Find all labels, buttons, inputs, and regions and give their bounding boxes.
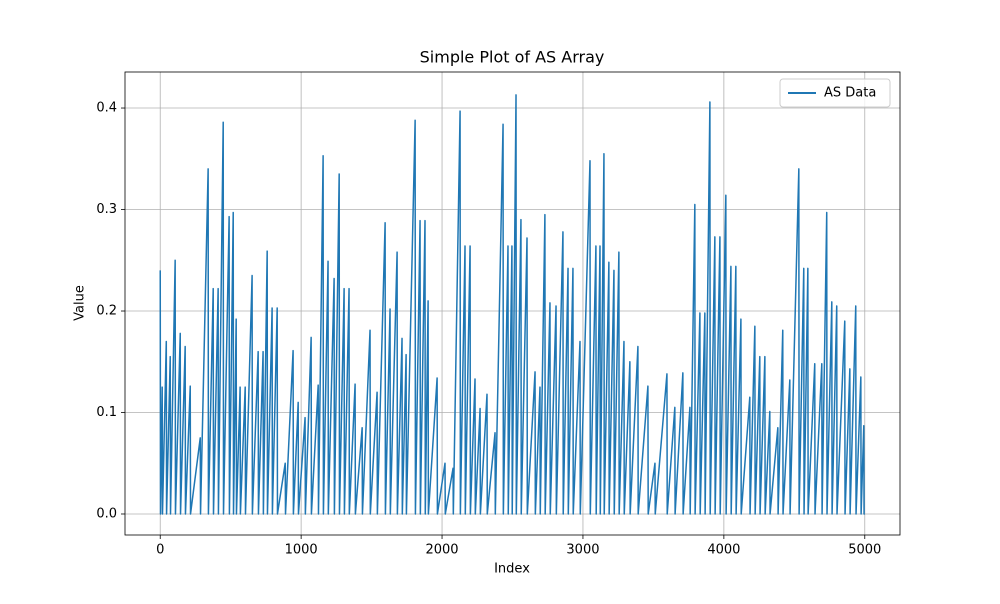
x-tick-label: 0 (156, 543, 164, 558)
data-line (159, 94, 865, 515)
y-tick-label: 0.0 (96, 506, 117, 521)
x-tick-label: 4000 (707, 543, 740, 558)
x-tick-label: 2000 (425, 543, 458, 558)
plot-frame (124, 71, 901, 536)
x-tick-label: 1000 (285, 543, 318, 558)
y-tick-label: 0.3 (96, 202, 117, 217)
x-axis-label: Index (494, 562, 530, 577)
y-tick-label: 0.4 (96, 101, 117, 116)
x-tick-label: 5000 (848, 543, 881, 558)
y-tick-label: 0.1 (96, 405, 117, 420)
legend-label: AS Data (824, 86, 876, 101)
y-tick-label: 0.2 (96, 304, 117, 319)
y-axis-label: Value (73, 285, 88, 321)
legend-box (779, 78, 891, 108)
x-tick-label: 3000 (566, 543, 599, 558)
chart-title: Simple Plot of AS Array (420, 48, 605, 67)
